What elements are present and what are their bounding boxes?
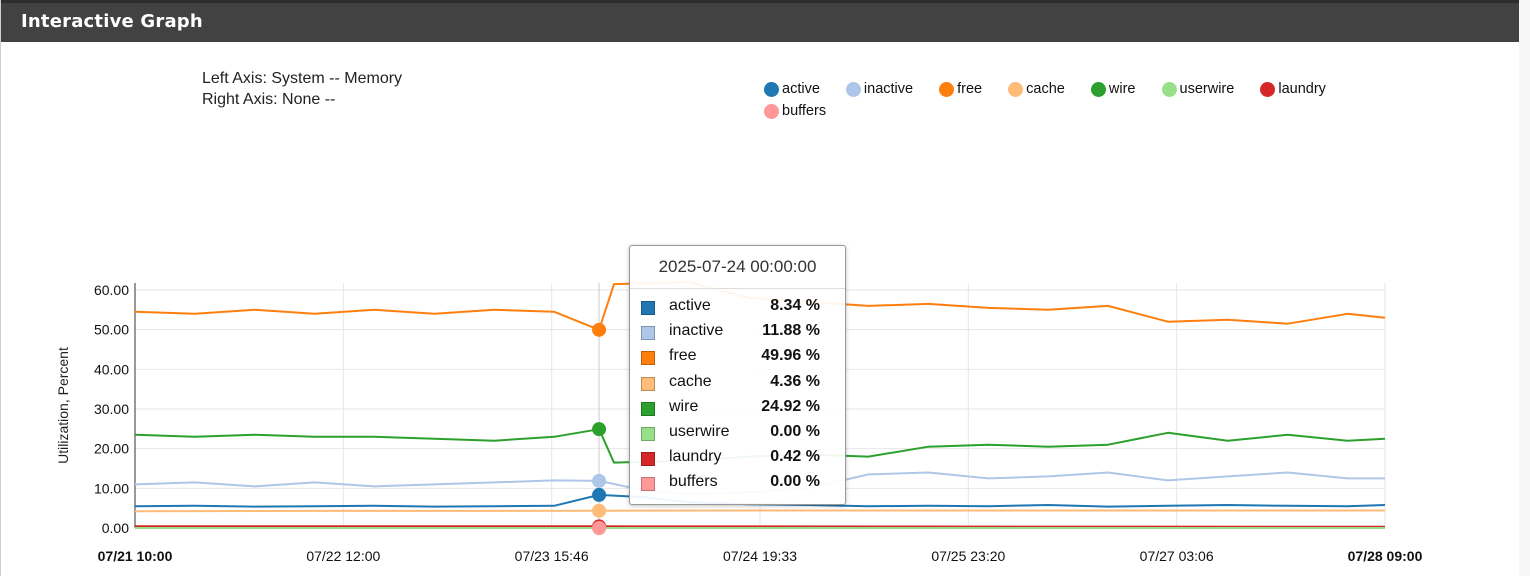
hover-point-wire xyxy=(592,422,607,437)
legend-item-buffers[interactable]: buffers xyxy=(764,100,826,122)
tooltip-series-name: userwire xyxy=(669,423,730,440)
tooltip-row-laundry: laundry 0.42 % xyxy=(641,448,836,473)
hover-point-free xyxy=(592,322,607,337)
tooltip-swatch xyxy=(641,401,655,416)
legend-item-wire[interactable]: wire xyxy=(1090,78,1136,100)
legend-item-free[interactable]: free xyxy=(939,78,982,100)
tooltip-series-value: 11.88 % xyxy=(762,322,820,340)
tooltip-series-value: 0.00 % xyxy=(770,473,820,491)
legend-item-cache[interactable]: cache xyxy=(1008,78,1065,100)
tooltip-row-buffers: buffers 0.00 % xyxy=(641,473,836,498)
hover-point-buffers xyxy=(592,521,607,535)
panel-header: Interactive Graph xyxy=(1,0,1519,42)
tooltip-series-name: cache xyxy=(669,372,712,390)
tooltip-row-free: free 49.96 % xyxy=(641,347,836,372)
y-tick-label: 0.00 xyxy=(102,520,129,536)
series-line-laundry xyxy=(135,525,1386,528)
tooltip-series-name: wire xyxy=(669,397,699,415)
tooltip-series-name: laundry xyxy=(669,448,722,466)
tooltip-series-value: 0.42 % xyxy=(770,448,820,466)
tooltip-swatch xyxy=(641,427,655,441)
tooltip-series-value: 8.34 % xyxy=(770,297,820,314)
tooltip-swatch xyxy=(641,477,655,492)
tooltip-row-cache: cache 4.36 % xyxy=(641,373,836,398)
tooltip-swatch xyxy=(641,301,655,315)
legend-dot xyxy=(764,81,779,97)
y-tick-label: 50.00 xyxy=(94,322,129,338)
panel-title: Interactive Graph xyxy=(21,11,203,32)
x-tick-label: 07/25 23:20 xyxy=(931,548,1005,564)
tooltip-series-name: active xyxy=(669,297,711,314)
tooltip-date: 2025-07-24 00:00:00 xyxy=(630,246,845,289)
y-tick-label: 60.00 xyxy=(94,282,129,298)
tooltip-swatch xyxy=(641,376,655,391)
legend-label: active xyxy=(782,81,820,97)
x-tick-label: 07/27 03:06 xyxy=(1140,548,1214,564)
y-tick-label: 40.00 xyxy=(94,361,129,377)
tooltip-series-name: inactive xyxy=(669,322,724,340)
legend-dot xyxy=(1090,81,1106,97)
legend-item-userwire[interactable]: userwire xyxy=(1161,78,1235,100)
tooltip-row-userwire: userwire 0.00 % xyxy=(641,423,836,448)
tooltip-swatch xyxy=(641,452,655,467)
tooltip-row-wire: wire 24.92 % xyxy=(641,398,836,423)
axis-info: Left Axis: System -- Memory Right Axis: … xyxy=(202,68,402,110)
hover-point-inactive xyxy=(592,473,607,488)
y-axis-title: Utilization, Percent xyxy=(55,347,71,464)
legend-dot xyxy=(1008,81,1024,97)
right-axis-label: Right Axis: None -- xyxy=(202,91,336,108)
tooltip-series-name: buffers xyxy=(669,473,718,491)
tooltip-row-active: active 8.34 % xyxy=(641,297,836,322)
hover-point-cache xyxy=(592,503,607,518)
y-tick-label: 20.00 xyxy=(94,441,129,457)
legend-dot xyxy=(845,81,861,97)
y-tick-label: 30.00 xyxy=(94,401,129,417)
left-axis-label: Left Axis: System -- Memory xyxy=(202,70,403,87)
legend-label: laundry xyxy=(1278,81,1326,97)
page-scroll-strip xyxy=(1519,0,1530,576)
tooltip-swatch xyxy=(641,326,655,341)
legend-dot xyxy=(1161,81,1177,97)
x-tick-label: 07/22 12:00 xyxy=(306,548,380,564)
legend-label: buffers xyxy=(782,103,827,119)
tooltip-series-value: 24.92 % xyxy=(761,397,820,415)
series-line-cache xyxy=(134,509,1385,513)
legend-dot xyxy=(939,81,955,97)
legend-dot xyxy=(1260,81,1276,97)
tooltip-series-value: 0.00 % xyxy=(770,423,820,440)
chart-legend: active inactive free cache wire userwire… xyxy=(764,78,1404,122)
x-tick-label: 07/21 10:00 xyxy=(98,548,173,564)
y-tick-label: 10.00 xyxy=(94,480,129,496)
legend-item-inactive[interactable]: inactive xyxy=(845,78,914,100)
hover-point-active xyxy=(592,487,607,502)
x-tick-label: 07/23 15:46 xyxy=(515,548,589,564)
tooltip-series-name: free xyxy=(669,347,697,365)
legend-dot xyxy=(764,103,779,119)
hover-tooltip: 2025-07-24 00:00:00 active 8.34 % inactive… xyxy=(629,245,846,505)
legend-label: wire xyxy=(1108,81,1136,97)
legend-label: free xyxy=(957,81,983,97)
legend-item-laundry[interactable]: laundry xyxy=(1260,78,1326,100)
tooltip-series-value: 4.36 % xyxy=(770,372,820,390)
tooltip-swatch xyxy=(641,351,655,366)
legend-label: cache xyxy=(1026,81,1065,97)
x-tick-label: 07/24 19:33 xyxy=(723,548,797,564)
legend-label: inactive xyxy=(863,81,914,97)
legend-item-active[interactable]: active xyxy=(764,78,820,100)
tooltip-row-inactive: inactive 11.88 % xyxy=(641,322,836,347)
tooltip-series-value: 49.96 % xyxy=(761,347,820,365)
x-tick-label: 07/28 09:00 xyxy=(1348,548,1423,564)
legend-label: userwire xyxy=(1179,81,1235,97)
